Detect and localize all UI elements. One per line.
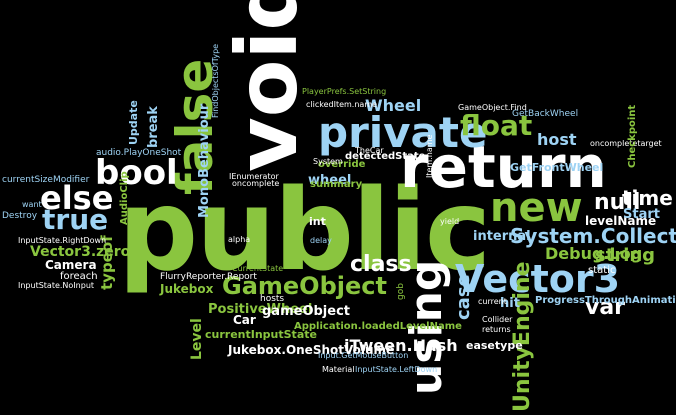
word-progress-anim: ProgressThroughAnimation (535, 295, 676, 306)
word-break: break (146, 106, 161, 148)
word-return: return (400, 133, 607, 201)
word-positive-wheel: PositiveWheel (208, 302, 313, 317)
word-monobehaviour: MonoBehaviour (197, 103, 212, 218)
word-unityengine: UnityEngine (510, 261, 535, 413)
word-system-collections: System.Collections (510, 224, 676, 248)
word-gameobject: GameObject (222, 272, 387, 300)
word-material: Material (322, 365, 355, 374)
word-playerprefs: PlayerPrefs.SetString (302, 87, 387, 96)
word-wheel: Wheel (365, 96, 422, 115)
word-gameobject-find: GameObject.Find (458, 103, 527, 112)
word-gameobject-lower: gameObject (262, 304, 350, 319)
word-time: time (622, 186, 673, 210)
word-detected-state: detectedState (345, 151, 426, 162)
word-audio-playoneshot: audio.PlayOneShot (96, 148, 182, 158)
word-static: static (588, 265, 616, 276)
word-collider: Collider (482, 315, 513, 324)
word-float: float (460, 109, 533, 142)
word-current-state: CurrentState (232, 264, 284, 273)
word-null: null (594, 190, 641, 215)
word-find-objects-of-type: FindObjectsOfType (211, 43, 220, 118)
word-start: Start (623, 207, 660, 222)
word-jukebox: Jukebox (160, 282, 214, 296)
word-current-input-state: currentInputState (205, 328, 317, 341)
word-get-back-wheel: GetBackWheel (512, 109, 579, 119)
word-item-name: Item.name (425, 134, 434, 178)
word-host: host (537, 130, 577, 149)
word-true: true (42, 203, 109, 236)
word-input-getmousebutton: Input.GetMouseButton (318, 351, 409, 360)
word-jukebox-oneshotvolume: Jukebox.OneShotVolume (228, 343, 395, 357)
word-the-car: TheCar (355, 146, 384, 155)
word-system: System (313, 157, 343, 166)
word-camera: Camera (45, 258, 97, 272)
word-audioclip: AudioClip (119, 171, 130, 225)
word-checkpoint: Checkpoint (627, 104, 638, 168)
word-get-front-wheel: GetFrontWheel (510, 161, 604, 174)
word-clicked-item-name: clickedItem.name (306, 100, 378, 109)
word-update: Update (127, 100, 140, 145)
word-destroy: Destroy (2, 211, 38, 221)
word-ienumerator: IEnumerator (229, 172, 279, 181)
word-alpha: alpha (228, 235, 251, 244)
word-level-name: levelName (585, 214, 657, 228)
word-var: var (585, 295, 626, 320)
word-foreach: foreach (60, 271, 98, 282)
word-bool: bool (95, 153, 178, 193)
word-oncomplete: oncomplete (232, 179, 280, 188)
word-gob: gob (396, 283, 406, 300)
word-string: string (595, 245, 656, 266)
word-vector3-zero: Vector3.zero (30, 244, 131, 260)
word-case: case (453, 274, 474, 320)
word-hit: hit (500, 296, 520, 311)
word-delay: delay (310, 236, 332, 245)
word-application-loaded: Application.loadedLevelName (294, 321, 462, 332)
word-flurry: FlurryReporter.Report (160, 272, 257, 282)
word-private: private (318, 108, 488, 157)
word-public: public (118, 166, 491, 296)
word-current-size-modifier: currentSizeModifier (2, 175, 90, 185)
word-easetype: easetype (466, 339, 523, 352)
word-itween-hash: iTween.Hash (344, 336, 458, 355)
word-else: else (40, 179, 114, 217)
word-inputstate-noinput: InputState.NoInput (18, 281, 95, 290)
word-level: Level (189, 318, 205, 360)
word-car: Car (233, 313, 256, 327)
word-oncomplete-target: oncompletetarget (590, 139, 662, 148)
word-current: current (478, 297, 507, 306)
word-hosts: hosts (260, 294, 285, 304)
word-want: want (22, 200, 42, 209)
word-wheel-lower: wheel (308, 173, 352, 188)
word-void: void (218, 0, 316, 172)
word-vector3: Vector3 (455, 257, 621, 301)
word-summary: summary (310, 179, 363, 190)
word-override: override (318, 159, 366, 170)
word-internal: internal (473, 229, 531, 244)
word-int: int (309, 215, 326, 228)
word-yield: yield (440, 217, 460, 226)
word-inputstate-rightdown: InputState.RightDown (18, 236, 107, 245)
word-class: class (350, 252, 412, 277)
word-returns: returns (482, 325, 511, 334)
word-new: new (490, 185, 583, 231)
word-debug-log: Debug.Log (545, 244, 643, 263)
word-inputstate-leftdown: InputState.LeftDown (355, 365, 438, 374)
